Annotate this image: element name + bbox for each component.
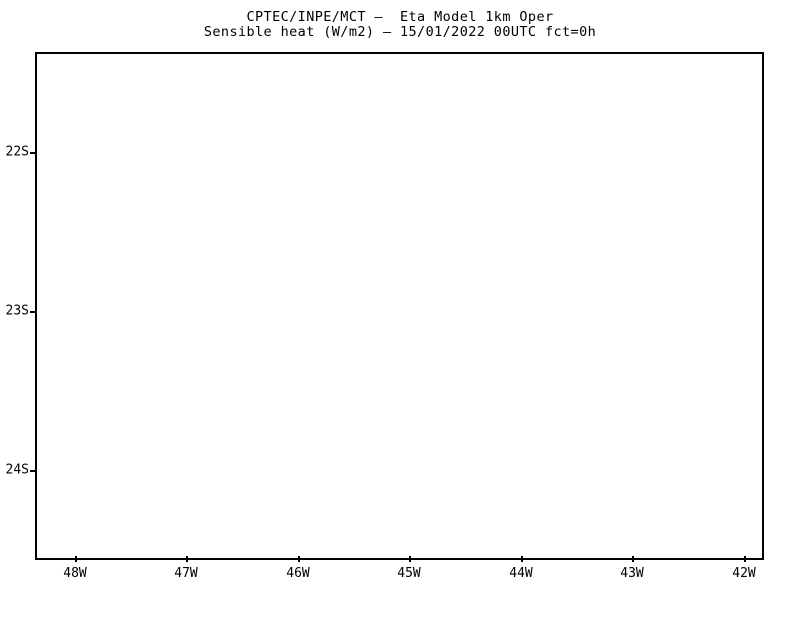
title-line-model: CPTEC/INPE/MCT — Eta Model 1km Oper	[246, 9, 554, 25]
plot-area	[35, 52, 764, 560]
x-tick-label-42w: 42W	[732, 566, 756, 581]
figure-title: CPTEC/INPE/MCT — Eta Model 1km Oper Sens…	[0, 10, 800, 40]
y-tick-label-23s: 23S	[5, 303, 29, 319]
y-tick-label-22s: 22S	[5, 144, 29, 160]
x-tick-label-45w: 45W	[397, 566, 421, 581]
x-tick-label-44w: 44W	[509, 566, 533, 581]
y-tick-label-24s: 24S	[5, 462, 29, 478]
x-tick-label-48w: 48W	[63, 566, 87, 581]
x-tick-label-43w: 43W	[620, 566, 644, 581]
x-tick-label-46w: 46W	[286, 566, 310, 581]
title-line-variable: Sensible heat (W/m2) — 15/01/2022 00UTC …	[203, 24, 597, 40]
x-tick-label-47w: 47W	[174, 566, 198, 581]
plot-border	[35, 52, 764, 560]
